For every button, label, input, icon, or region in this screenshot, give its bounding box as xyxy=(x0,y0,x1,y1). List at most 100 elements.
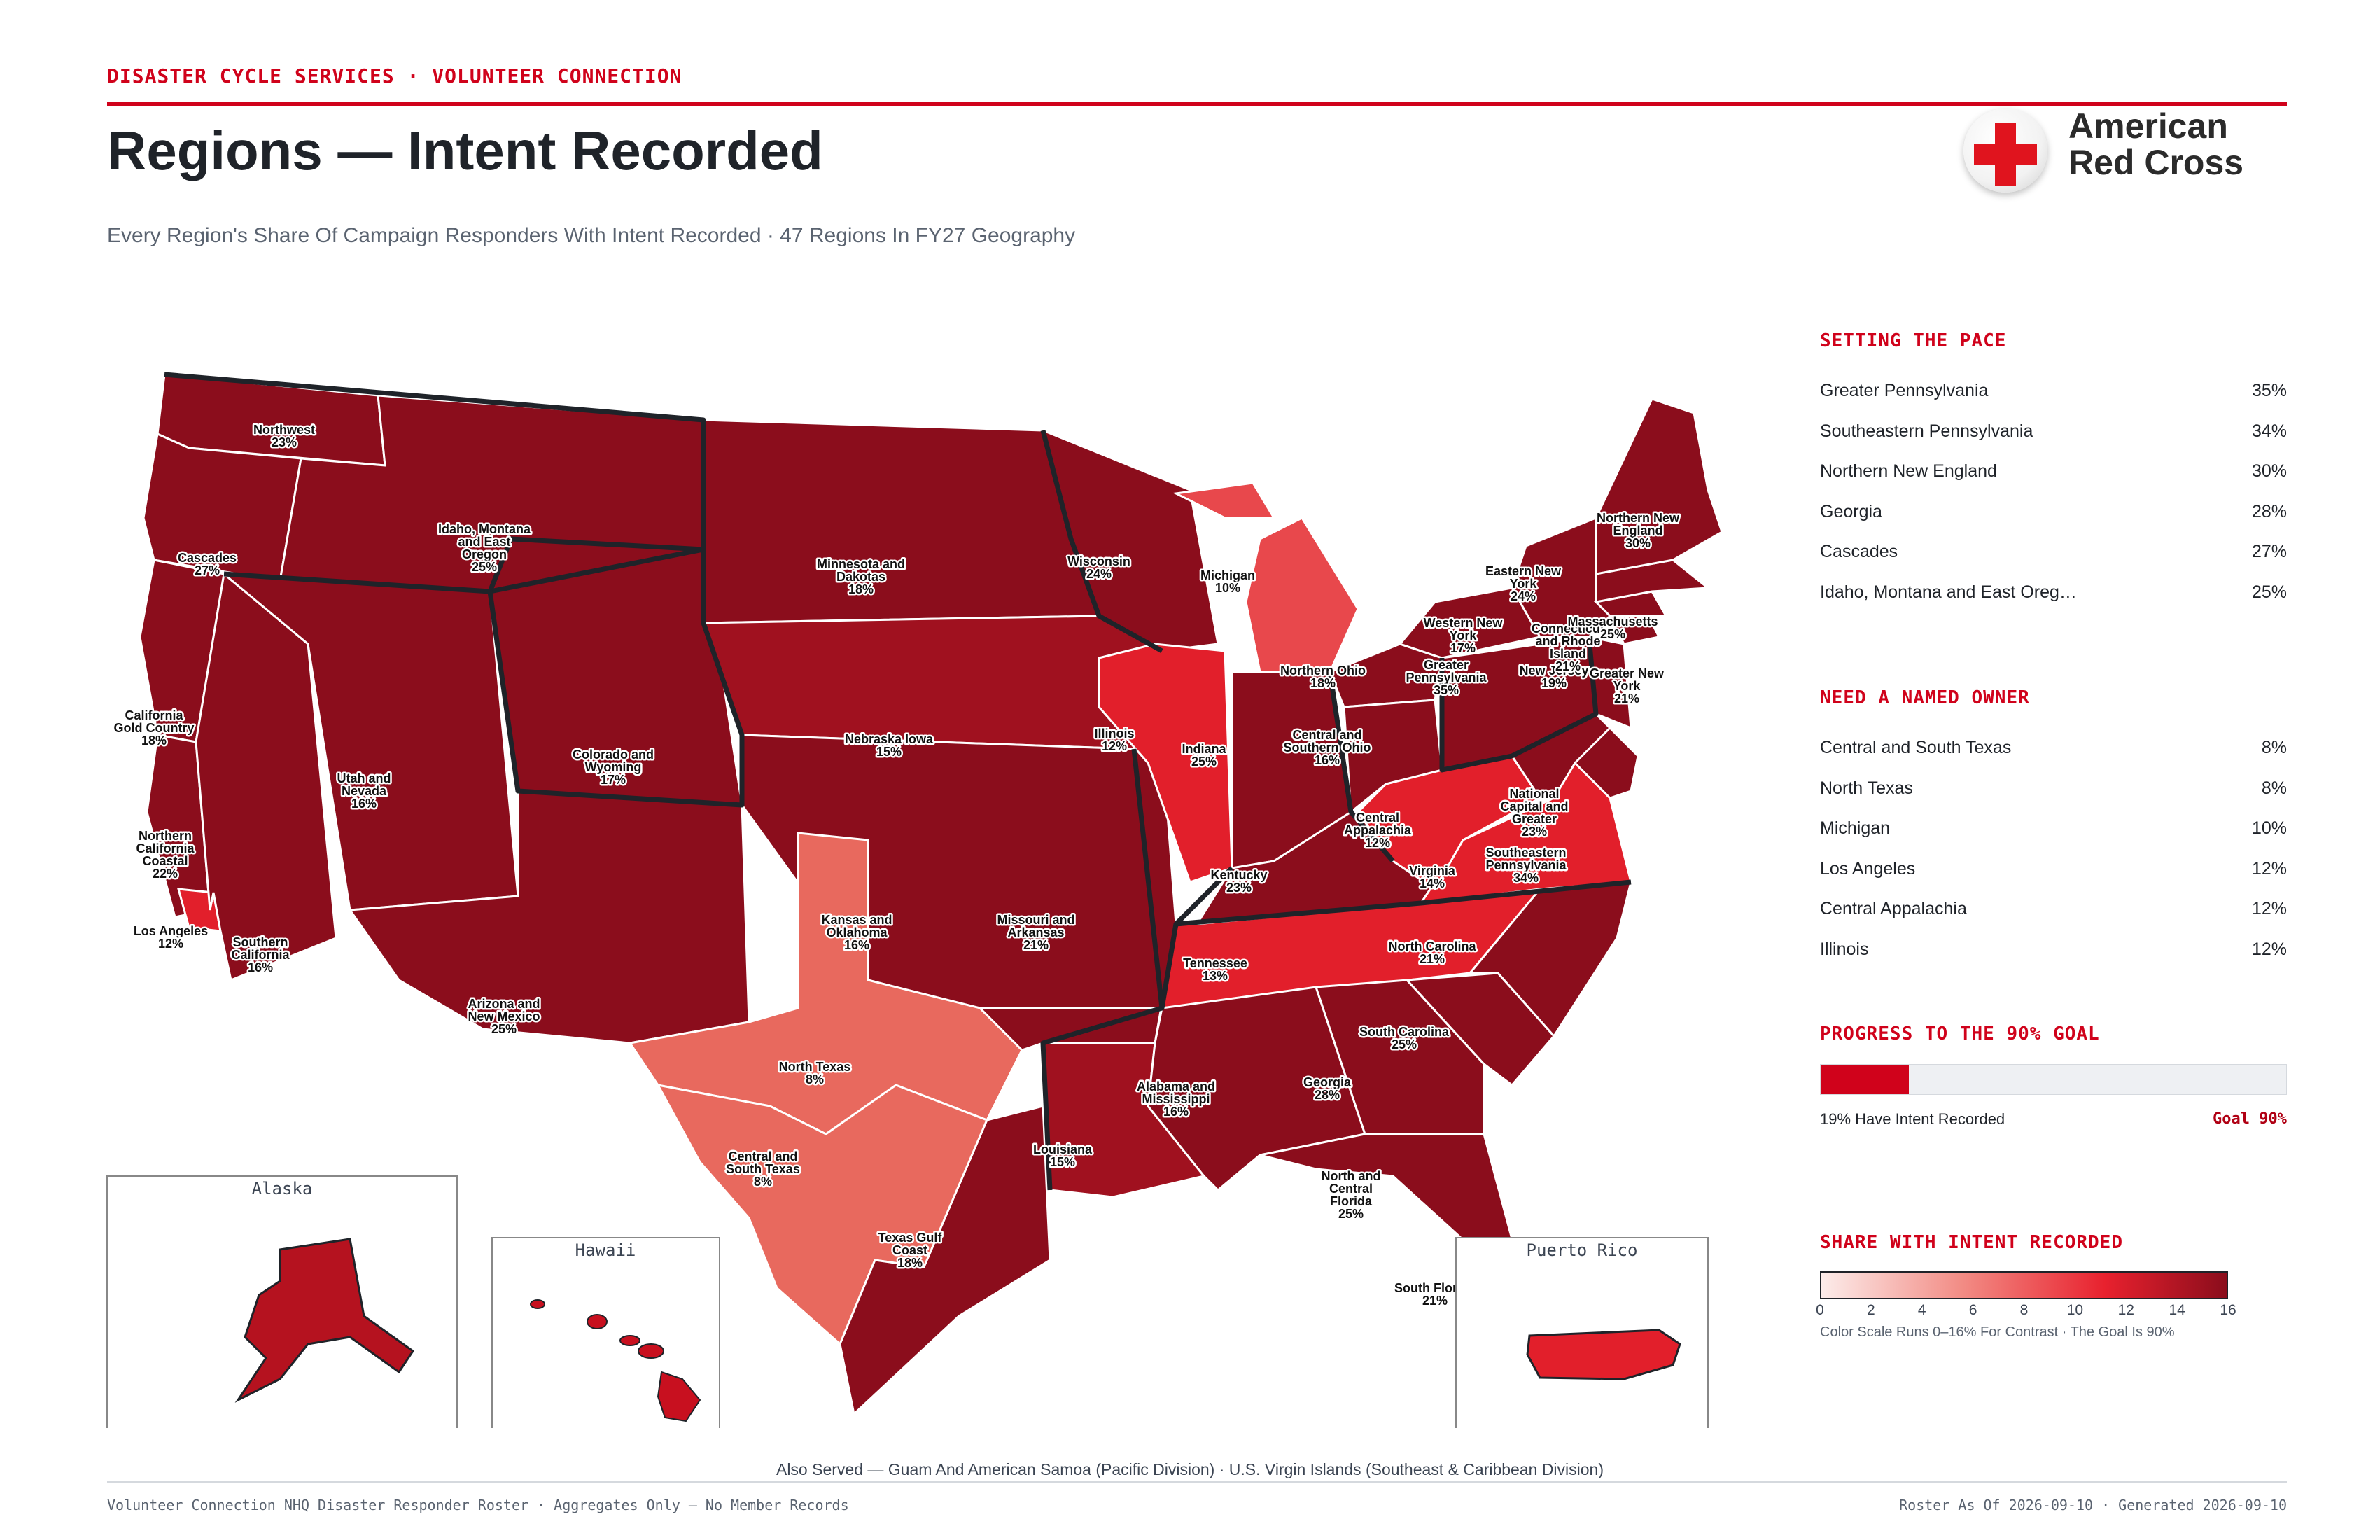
label-virginia: Virginia 14% xyxy=(1409,864,1456,890)
label-tennessee: Tennessee 13% xyxy=(1183,956,1247,983)
label-national-capital: National Capital and Greater 23% xyxy=(1500,787,1568,839)
region-western-new-york[interactable] xyxy=(1398,587,1542,659)
region-nebraska-iowa[interactable] xyxy=(701,615,1163,750)
list-item: Georgia 28% xyxy=(1820,501,2287,522)
list-item: Central Appalachia 12% xyxy=(1820,899,2287,919)
setting-the-pace-heading: SETTING THE PACE xyxy=(1820,330,2007,351)
legend-tick: 4 xyxy=(1917,1302,1926,1318)
region-northern-ohio[interactable] xyxy=(1329,643,1443,708)
legend-tick: 6 xyxy=(1968,1302,1977,1318)
map-labels: Northwest 23% Cascades 27% Idaho, Montana a… xyxy=(112,421,1682,1310)
legend-tick: 14 xyxy=(2169,1302,2185,1318)
label-missouri-arkansas: Missouri and Arkansas 21% xyxy=(997,913,1074,952)
label-greater-new-york: Greater New York 21% xyxy=(1590,666,1665,706)
label-illinois: Illinois 12% xyxy=(1094,727,1134,753)
progress-panel: PROGRESS TO THE 90% GOAL 19% Have Intent… xyxy=(1820,1023,2287,1128)
page-subtitle: Every Region's Share Of Campaign Respond… xyxy=(107,224,1076,247)
label-north-carolina: North Carolina 21% xyxy=(1388,939,1476,966)
region-alaska[interactable] xyxy=(234,1238,415,1403)
progress-bar xyxy=(1820,1064,2287,1095)
label-utah-nevada: Utah and Nevada 16% xyxy=(337,771,391,811)
label-northwest: Northwest 23% xyxy=(253,423,315,449)
page-title: Regions — Intent Recorded xyxy=(107,120,823,181)
label-los-angeles: Los Angeles 12% xyxy=(134,924,208,951)
logo-wordmark: American Red Cross xyxy=(2068,106,2244,182)
progress-heading: PROGRESS TO THE 90% GOAL xyxy=(1820,1023,2100,1044)
label-cascades: Cascades 27% xyxy=(178,551,237,578)
map-svg: Northwest 23% Cascades 27% Idaho, Montana a… xyxy=(106,372,1723,1443)
footer-source: Volunteer Connection NHQ Disaster Respon… xyxy=(107,1497,849,1513)
legend-tick: 10 xyxy=(2066,1302,2084,1318)
legend-tick: 0 xyxy=(1816,1302,1824,1318)
list-item: Illinois 12% xyxy=(1820,939,2287,959)
label-southeastern-pennsylvania: Southeastern Pennsylvania 34% xyxy=(1485,846,1567,885)
legend-tick: 8 xyxy=(2019,1302,2029,1318)
label-central-south-texas: Central and South Texas 8% xyxy=(726,1149,800,1189)
region-south-carolina[interactable] xyxy=(1404,972,1555,1087)
region-national-capital[interactable] xyxy=(1573,726,1639,799)
label-nebraska-iowa: Nebraska Iowa 15% xyxy=(845,732,934,759)
list-item: Greater Pennsylvania 35% xyxy=(1820,381,2287,401)
also-served-note: Also Served — Guam And American Samoa (P… xyxy=(776,1460,1604,1478)
label-central-appalachia: Central Appalachia 12% xyxy=(1344,811,1412,850)
legend-tick: 12 xyxy=(2118,1302,2134,1318)
region-north-central-florida[interactable] xyxy=(1259,1133,1513,1247)
red-cross-emblem xyxy=(1963,108,2047,192)
label-wisconsin: Wisconsin 24% xyxy=(1068,554,1130,581)
label-california-gold-country: California Gold Country 18% xyxy=(114,708,195,748)
region-hawaii[interactable] xyxy=(530,1299,701,1422)
list-item: Northern New England 30% xyxy=(1820,461,2287,482)
list-item: Central and South Texas 8% xyxy=(1820,738,2287,758)
footer-rule xyxy=(107,1481,2287,1483)
label-southern-california: Southern California 16% xyxy=(231,935,290,974)
need-owner-heading: NEED A NAMED OWNER xyxy=(1820,687,2030,708)
progress-label: 19% Have Intent Recorded xyxy=(1820,1110,2005,1128)
footer-timestamp: Roster As Of 2026-09-10 · Generated 2026… xyxy=(1899,1497,2287,1513)
label-north-texas: North Texas 8% xyxy=(779,1060,851,1086)
label-alabama-mississippi: Alabama and Mississippi 16% xyxy=(1137,1079,1215,1119)
label-northern-ohio: Northern Ohio 18% xyxy=(1280,664,1366,690)
label-idaho-montana: Idaho, Montana and East Oregon 25% xyxy=(438,522,531,574)
list-item: Idaho, Montana and East Oreg… 25% xyxy=(1820,582,2287,602)
puerto-rico-inset: Puerto Rico xyxy=(1455,1237,1709,1434)
region-puerto-rico[interactable] xyxy=(1526,1329,1681,1380)
list-item: Cascades 27% xyxy=(1820,542,2287,562)
label-louisiana: Louisiana 15% xyxy=(1033,1142,1093,1169)
region-texas-gulf-coast[interactable] xyxy=(839,1105,1051,1416)
legend-tick: 16 xyxy=(2220,1302,2236,1318)
region-northern-new-england[interactable] xyxy=(1595,398,1723,575)
region-illinois[interactable] xyxy=(1098,643,1233,883)
hawaii-inset: Hawaii xyxy=(491,1237,720,1434)
label-northern-california-coastal: Northern California Coastal 22% xyxy=(136,829,195,881)
goal-label: Goal 90% xyxy=(2213,1110,2287,1128)
label-western-new-york: Western New York 17% xyxy=(1424,616,1504,655)
label-kentucky: Kentucky 23% xyxy=(1210,868,1267,895)
label-central-southern-ohio: Central and Southern Ohio 16% xyxy=(1284,728,1371,767)
region-minnesota-dakotas[interactable] xyxy=(702,419,1101,624)
svg-text:Alaska: Alaska xyxy=(252,1179,313,1198)
label-georgia: Georgia 28% xyxy=(1303,1075,1352,1102)
label-arizona-new-mexico: Arizona and New Mexico 25% xyxy=(468,997,540,1036)
division-boundaries xyxy=(164,372,1632,1191)
list-item: Los Angeles 12% xyxy=(1820,858,2287,878)
color-scale-ticks: 0 2 4 6 8 10 12 14 16 xyxy=(1816,1299,2236,1320)
legend-tick: 2 xyxy=(1867,1302,1875,1318)
legend-panel: SHARE WITH INTENT RECORDED 0 2 4 6 8 10 12 14 16… xyxy=(1816,1232,2287,1340)
list-item: Michigan 10% xyxy=(1820,818,2287,839)
label-michigan: Michigan 10% xyxy=(1200,568,1255,595)
svg-text:Hawaii: Hawaii xyxy=(575,1240,636,1260)
us-region-map: Northwest 23% Cascades 27% Idaho, Montana a… xyxy=(70,308,1750,1443)
label-texas-gulf-coast: Texas Gulf Coast 18% xyxy=(878,1231,943,1270)
label-kansas-oklahoma: Kansas and Oklahoma 16% xyxy=(821,913,892,952)
legend-note: Color Scale Runs 0–16% For Contrast · Th… xyxy=(1820,1324,2175,1340)
label-eastern-new-york: Eastern New York 24% xyxy=(1485,564,1562,603)
header-rule xyxy=(107,102,2287,106)
label-south-carolina: South Carolina 25% xyxy=(1359,1025,1450,1051)
label-south-florida: South Florida 21% xyxy=(1394,1281,1476,1308)
red-cross-logo: American Red Cross xyxy=(1963,105,2250,196)
label-greater-pennsylvania: Greater Pennsylvania 35% xyxy=(1406,658,1487,697)
color-scale-bar xyxy=(1820,1271,2228,1299)
label-north-central-florida: North and Central Florida 25% xyxy=(1322,1169,1381,1221)
label-northern-new-england: Northern New England 30% xyxy=(1597,511,1680,550)
progress-fill xyxy=(1821,1065,1910,1094)
